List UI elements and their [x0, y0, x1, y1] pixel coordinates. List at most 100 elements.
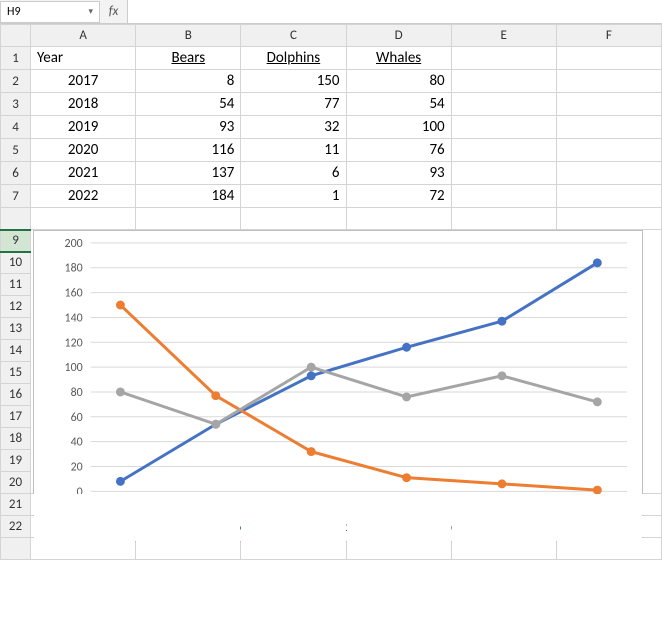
row-header[interactable]: 20 [1, 472, 31, 494]
cell[interactable]: 32 [241, 116, 346, 139]
cell[interactable]: 2022 [31, 185, 136, 208]
row-header[interactable]: 4 [1, 116, 31, 139]
cell[interactable]: 11 [241, 139, 346, 162]
cell[interactable] [556, 538, 661, 560]
col-header[interactable]: E [451, 25, 556, 47]
cell[interactable] [556, 494, 661, 516]
cell[interactable]: 1 [241, 185, 346, 208]
cell[interactable] [451, 47, 556, 70]
cell[interactable]: Dolphins [241, 47, 346, 70]
cell[interactable] [136, 208, 241, 230]
col-header[interactable]: A [31, 25, 136, 47]
cell[interactable]: 93 [136, 116, 241, 139]
cell[interactable] [451, 116, 556, 139]
row-header[interactable]: 2 [1, 70, 31, 93]
cell[interactable]: 2018 [31, 93, 136, 116]
cell[interactable]: 77 [241, 93, 346, 116]
cell[interactable]: Year [31, 47, 136, 70]
cell[interactable]: Whales [346, 47, 451, 70]
cell[interactable] [451, 70, 556, 93]
cell[interactable]: 76 [346, 139, 451, 162]
col-header[interactable]: C [241, 25, 346, 47]
row-header[interactable]: 10 [1, 252, 31, 274]
col-header[interactable]: D [346, 25, 451, 47]
row-header[interactable]: 17 [1, 406, 31, 428]
cell[interactable]: 2020 [31, 139, 136, 162]
cell[interactable] [556, 93, 661, 116]
cell[interactable] [556, 116, 661, 139]
row-header[interactable]: 19 [1, 450, 31, 472]
cell[interactable]: 150 [241, 70, 346, 93]
row-header[interactable]: 5 [1, 139, 31, 162]
cell[interactable] [556, 70, 661, 93]
cell[interactable]: 54 [136, 93, 241, 116]
row-header[interactable]: 9 [1, 230, 31, 252]
cell[interactable]: 100 [346, 116, 451, 139]
cell[interactable] [136, 516, 241, 538]
row-header[interactable]: 12 [1, 296, 31, 318]
cell[interactable]: 8 [136, 70, 241, 93]
cell[interactable]: 2019 [31, 116, 136, 139]
cell[interactable] [31, 208, 136, 230]
cell[interactable] [556, 47, 661, 70]
cell[interactable] [346, 494, 451, 516]
cell[interactable] [241, 538, 346, 560]
cell[interactable] [556, 516, 661, 538]
cell[interactable]: 184 [136, 185, 241, 208]
cell[interactable] [556, 185, 661, 208]
row-header[interactable]: 14 [1, 340, 31, 362]
cell[interactable] [346, 516, 451, 538]
row-header[interactable] [1, 208, 31, 230]
row-header[interactable]: 18 [1, 428, 31, 450]
row-header[interactable]: 6 [1, 162, 31, 185]
cell[interactable]: 72 [346, 185, 451, 208]
cell[interactable] [241, 516, 346, 538]
row-header[interactable]: 15 [1, 362, 31, 384]
row-header[interactable] [1, 538, 31, 560]
cell[interactable] [346, 208, 451, 230]
fx-icon[interactable]: fx [100, 0, 128, 23]
cell[interactable] [451, 208, 556, 230]
cell[interactable] [346, 538, 451, 560]
row-header[interactable]: 22 [1, 516, 31, 538]
y-tick-label: 20 [71, 460, 83, 474]
cell[interactable] [451, 516, 556, 538]
cell[interactable]: 93 [346, 162, 451, 185]
cell[interactable] [31, 516, 136, 538]
name-box[interactable]: H9 ▾ [0, 1, 100, 23]
cell[interactable] [136, 538, 241, 560]
cell[interactable] [451, 494, 556, 516]
cell[interactable] [241, 494, 346, 516]
cell[interactable] [241, 208, 346, 230]
cell[interactable]: 2017 [31, 70, 136, 93]
cell[interactable] [451, 538, 556, 560]
cell[interactable] [451, 139, 556, 162]
cell[interactable] [31, 538, 136, 560]
row-header[interactable]: 7 [1, 185, 31, 208]
cell[interactable]: 54 [346, 93, 451, 116]
col-header[interactable]: F [556, 25, 661, 47]
cell[interactable] [451, 93, 556, 116]
cell[interactable]: 137 [136, 162, 241, 185]
row-header[interactable]: 13 [1, 318, 31, 340]
cell[interactable] [31, 494, 136, 516]
select-all-corner[interactable] [1, 25, 31, 47]
cell[interactable] [556, 139, 661, 162]
row-header[interactable]: 1 [1, 47, 31, 70]
cell[interactable] [556, 162, 661, 185]
formula-input[interactable] [128, 0, 662, 23]
row-header[interactable]: 21 [1, 494, 31, 516]
cell[interactable] [451, 185, 556, 208]
col-header[interactable]: B [136, 25, 241, 47]
cell[interactable]: 6 [241, 162, 346, 185]
cell[interactable]: Bears [136, 47, 241, 70]
cell[interactable] [556, 208, 661, 230]
cell[interactable]: 2021 [31, 162, 136, 185]
cell[interactable] [136, 494, 241, 516]
row-header[interactable]: 16 [1, 384, 31, 406]
row-header[interactable]: 3 [1, 93, 31, 116]
cell[interactable]: 80 [346, 70, 451, 93]
row-header[interactable]: 11 [1, 274, 31, 296]
cell[interactable]: 116 [136, 139, 241, 162]
cell[interactable] [451, 162, 556, 185]
